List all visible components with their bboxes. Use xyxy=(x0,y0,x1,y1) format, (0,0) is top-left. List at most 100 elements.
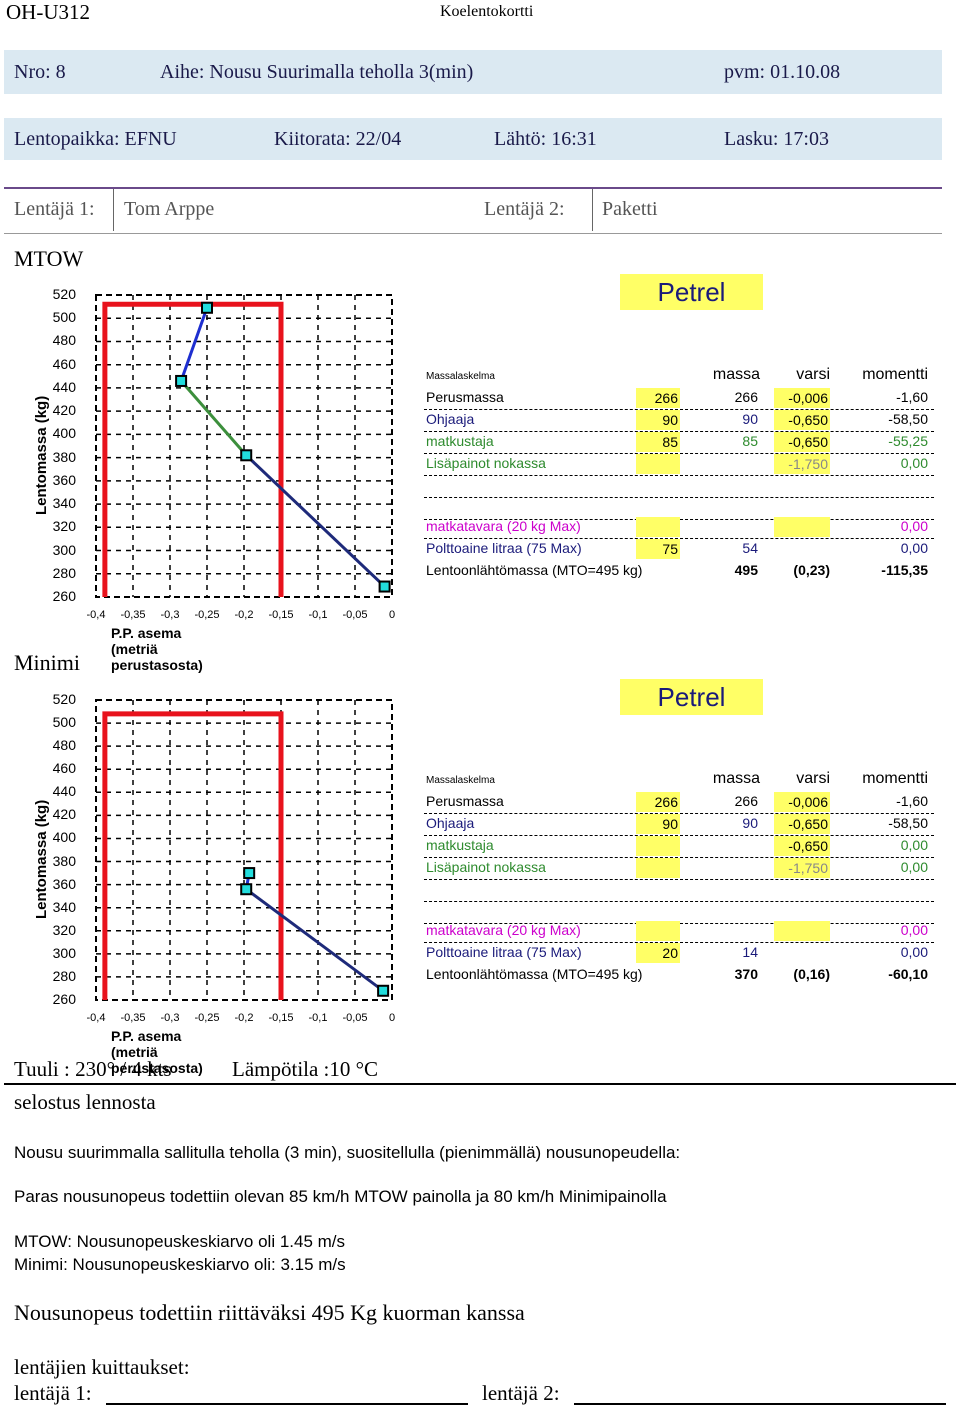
luggage-varsi-box xyxy=(774,921,830,941)
row-input[interactable]: 85 xyxy=(636,432,680,452)
fuel-label: Polttoaine litraa (75 Max) xyxy=(426,944,582,960)
row-label: Perusmassa xyxy=(426,389,504,405)
series-line-green xyxy=(179,379,248,457)
total-momentti: -60,10 xyxy=(888,966,928,982)
series-line-navy xyxy=(245,454,386,588)
fuel-row: Polttoaine litraa (75 Max) 20 14 0,00 xyxy=(424,942,934,964)
total-row: Lentoonlähtömassa (MTO=495 kg) 370 (0,16) -… xyxy=(424,964,934,986)
signature-pilot1-label: lentäjä 1: xyxy=(14,1381,92,1405)
info-band-1 xyxy=(4,50,942,94)
series-line-blue xyxy=(179,307,209,382)
row-input[interactable]: 266 xyxy=(636,792,680,812)
cg-envelope xyxy=(102,301,284,597)
row-label: Lisäpainot nokassa xyxy=(426,859,546,875)
table-row: Lisäpainot nokassa -1,750 0,00 xyxy=(424,453,934,476)
pilots-row xyxy=(4,187,942,234)
row-massa: 266 xyxy=(734,793,758,809)
data-point-marker xyxy=(240,449,253,462)
row-input[interactable]: 90 xyxy=(636,410,680,430)
row-input[interactable]: 90 xyxy=(636,814,680,834)
x-tick-label: -0,25 xyxy=(194,1012,220,1024)
fuel-massa: 54 xyxy=(742,540,758,556)
row-label: matkustaja xyxy=(426,837,494,853)
report-line-3: MTOW: Nousunopeuskeskiarvo oli 1.45 m/s xyxy=(14,1232,346,1251)
signatures-heading: lentäjien kuittaukset: xyxy=(14,1355,190,1379)
total-label: Lentoonlähtömassa (MTO=495 kg) xyxy=(426,966,643,982)
col-massa: massa xyxy=(712,366,760,383)
fuel-momentti: 0,00 xyxy=(900,944,928,960)
fuel-input[interactable]: 75 xyxy=(636,539,680,559)
row-input[interactable]: 266 xyxy=(636,388,680,408)
row-input[interactable] xyxy=(636,836,680,856)
data-point-marker xyxy=(175,374,188,387)
y-tick-label: 420 xyxy=(52,402,76,419)
y-tick-label: 280 xyxy=(52,967,76,984)
row-label: matkustaja xyxy=(426,433,494,449)
row-momentti: 0,00 xyxy=(900,859,928,875)
x-tick-label: -0,3 xyxy=(160,1012,180,1024)
row-varsi: -0,650 xyxy=(774,814,830,834)
row-momentti: -55,25 xyxy=(888,433,928,449)
luggage-row: matkatavara (20 kg Max) 0,00 xyxy=(424,516,934,539)
x-axis-label: P.P. asema (metriä perustasosta) xyxy=(111,625,203,673)
luggage-input[interactable] xyxy=(636,921,680,941)
pilot1-name: Tom Arppe xyxy=(124,198,215,220)
y-tick-label: 340 xyxy=(52,898,76,915)
total-varsi: (0,16) xyxy=(793,966,830,982)
luggage-input[interactable] xyxy=(636,517,680,537)
head-label: Massalaskelma xyxy=(426,775,495,786)
plot-frame xyxy=(95,294,393,598)
table-row: matkustaja -0,650 0,00 xyxy=(424,835,934,858)
total-row: Lentoonlähtömassa (MTO=495 kg) 495 (0,23) -… xyxy=(424,560,934,582)
y-tick-label: 440 xyxy=(52,783,76,800)
x-tick-label: -0,25 xyxy=(194,609,220,621)
row-input[interactable] xyxy=(636,454,680,474)
luggage-varsi-box xyxy=(774,517,830,537)
nro-label: Nro: 8 xyxy=(14,61,66,83)
x-axis-label: P.P. asema (metriä perustasosta) xyxy=(111,1028,203,1076)
y-tick-label: 500 xyxy=(52,309,76,326)
y-tick-label: 500 xyxy=(52,714,76,731)
y-tick-label: 520 xyxy=(52,286,76,302)
y-tick-label: 440 xyxy=(52,378,76,395)
y-tick-label: 340 xyxy=(52,495,76,512)
x-tick-label: -0,35 xyxy=(120,1012,146,1024)
y-tick-label: 360 xyxy=(52,471,76,488)
pilots-divider-2 xyxy=(592,189,593,231)
y-tick-label: 320 xyxy=(52,921,76,938)
table-row: Lisäpainot nokassa -1,750 0,00 xyxy=(424,857,934,880)
y-tick-label: 480 xyxy=(52,332,76,349)
pilots-divider-1 xyxy=(113,189,114,231)
table-row: Perusmassa 266 266 -0,006 -1,60 xyxy=(424,387,934,410)
y-tick-label: 260 xyxy=(52,991,76,1007)
total-varsi: (0,23) xyxy=(793,562,830,578)
table-row: Ohjaaja 90 90 -0,650 -58,50 xyxy=(424,409,934,432)
y-axis-label: Lentomassa (kg) xyxy=(33,396,50,516)
luggage-label: matkatavara (20 kg Max) xyxy=(426,518,581,534)
table-header-row: Massalaskelma massa varsi momentti xyxy=(424,366,934,386)
cg-envelope xyxy=(102,711,284,1000)
table-title-mtow: Petrel xyxy=(620,274,763,310)
x-tick-label: -0,1 xyxy=(308,609,328,621)
wind-label: Tuuli : 230° / 4 kts xyxy=(14,1057,172,1081)
x-tick-label: -0,35 xyxy=(120,609,146,621)
row-input[interactable] xyxy=(636,858,680,878)
col-momentti: momentti xyxy=(862,366,928,383)
report-line-4: Minimi: Nousunopeuskeskiarvo oli: 3.15 m… xyxy=(14,1255,346,1274)
row-label: Ohjaaja xyxy=(426,815,475,831)
pvm-label: pvm: 01.10.08 xyxy=(724,61,841,83)
fuel-input[interactable]: 20 xyxy=(636,943,680,963)
row-varsi: -0,650 xyxy=(774,836,830,856)
y-tick-label: 300 xyxy=(52,541,76,558)
y-tick-label: 460 xyxy=(52,760,76,777)
signature-pilot2-line[interactable] xyxy=(574,1403,946,1405)
luggage-momentti: 0,00 xyxy=(900,518,928,534)
table-spacer-row xyxy=(424,475,934,498)
luggage-momentti: 0,00 xyxy=(900,922,928,938)
row-momentti: 0,00 xyxy=(900,455,928,471)
table-row: matkustaja 85 85 -0,650 -55,25 xyxy=(424,431,934,454)
signature-pilot1-line[interactable] xyxy=(106,1403,468,1405)
row-varsi: -1,750 xyxy=(774,454,830,474)
info-band-2 xyxy=(4,118,942,160)
y-tick-label: 320 xyxy=(52,518,76,535)
